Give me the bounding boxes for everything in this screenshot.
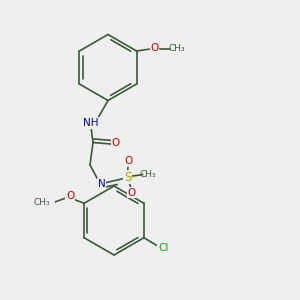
Text: NH: NH xyxy=(83,118,98,128)
Text: O: O xyxy=(127,188,136,198)
Text: N: N xyxy=(98,179,106,189)
Text: O: O xyxy=(66,191,74,201)
Text: CH₃: CH₃ xyxy=(140,170,156,179)
Text: O: O xyxy=(111,138,119,148)
Text: O: O xyxy=(124,156,132,167)
Text: CH₃: CH₃ xyxy=(34,198,50,207)
Text: S: S xyxy=(124,170,131,184)
Text: Cl: Cl xyxy=(158,243,168,253)
Text: O: O xyxy=(151,43,159,53)
Text: CH₃: CH₃ xyxy=(168,44,185,53)
